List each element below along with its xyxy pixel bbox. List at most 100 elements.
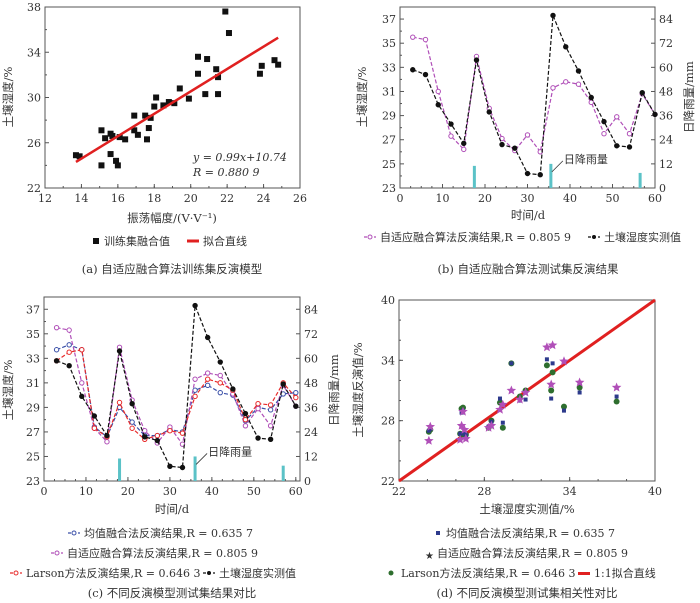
panel-b-ylabel: 土壤湿度/% — [355, 67, 369, 128]
legend-circle-marker-icon — [388, 570, 394, 576]
training-point — [225, 30, 232, 37]
larson-point — [560, 403, 567, 410]
y-tick-label: 26 — [27, 137, 41, 150]
series-point — [435, 88, 441, 95]
series-point — [242, 416, 249, 423]
panel-b-plot-area: 0 10 20 30 40 50 60 23 25 27 29 31 33 35 37 0 12 24 36 48 60… — [382, 6, 673, 205]
y2-tick-label: 24 — [659, 134, 673, 147]
series-point — [410, 67, 416, 73]
panel-c-ylabel: 土壤湿度/% — [1, 360, 15, 421]
legend-red-line-icon — [578, 572, 590, 575]
series-point — [267, 402, 274, 408]
series-point — [512, 145, 518, 151]
x-tick-label: 20 — [184, 192, 198, 205]
y2-tick-label: 84 — [659, 13, 673, 26]
x-tick-label: 20 — [121, 485, 135, 498]
series-point — [435, 102, 441, 108]
series-point — [204, 382, 211, 389]
series-point — [255, 405, 261, 412]
series-point — [91, 425, 98, 431]
series-point — [104, 439, 110, 445]
y-tick-label: 31 — [382, 85, 396, 98]
series-point — [79, 347, 85, 353]
series-point — [129, 425, 135, 431]
series-point — [217, 380, 223, 386]
training-point — [131, 112, 138, 119]
adaptive-fusion-point — [559, 356, 569, 366]
series-point — [154, 432, 161, 439]
y-tick-label: 34 — [381, 354, 395, 367]
series-point — [267, 407, 274, 413]
series-point — [53, 324, 60, 331]
x-tick-label: 16 — [111, 192, 125, 205]
training-point — [98, 162, 105, 169]
training-point — [165, 99, 172, 106]
series-point — [563, 79, 569, 85]
series-point — [79, 380, 85, 386]
series-point — [142, 434, 148, 440]
plot-frame — [399, 6, 656, 189]
larson-point — [499, 424, 506, 431]
series-point — [563, 44, 569, 50]
series-point — [601, 131, 607, 137]
y-tick-label: 33 — [26, 352, 40, 365]
series-point — [410, 34, 416, 40]
series-line — [56, 327, 297, 446]
adaptive-fusion-point — [456, 420, 467, 430]
series-point — [267, 423, 274, 429]
panel-d-legend-item-2: 自适应融合算法反演结果,R = 0.805 9 — [437, 546, 628, 560]
series-point — [267, 436, 274, 442]
training-point — [72, 152, 79, 159]
training-point — [185, 95, 192, 102]
x-tick-label: 24 — [257, 192, 271, 205]
legend-square-marker-icon — [93, 238, 99, 244]
plot-frame — [43, 296, 301, 482]
series-point — [499, 141, 505, 148]
adaptive-fusion-point — [515, 394, 525, 404]
training-point — [113, 157, 120, 164]
series-point — [652, 111, 658, 118]
series-point — [66, 327, 72, 333]
adaptive-fusion-point — [546, 379, 556, 389]
panel-d-ylabel: 土壤湿度反演值/% — [351, 342, 365, 437]
x-tick-label: 12 — [38, 192, 52, 205]
mean-fusion-point — [462, 431, 467, 436]
training-point — [116, 134, 123, 141]
training-point — [215, 74, 222, 81]
series-point — [293, 394, 299, 401]
adaptive-fusion-point — [574, 377, 585, 387]
x-tick-label: 50 — [606, 192, 620, 205]
x-tick-label: 18 — [147, 192, 161, 205]
legend-square-marker-icon — [436, 531, 440, 535]
panel-d-legend-item-4: 1:1拟合直线 — [594, 566, 656, 580]
legend-star-marker-icon: ★ — [425, 551, 434, 562]
training-point — [131, 127, 138, 134]
series-point — [486, 109, 492, 115]
panel-b-y2label: 日降雨量/mm — [682, 61, 696, 133]
training-point — [256, 70, 263, 77]
panel-c: 0 10 20 30 40 50 60 23 25 27 29 31 33 35 37 0 12 24 36 48 60… — [1, 296, 341, 600]
x-tick-label: 14 — [74, 192, 88, 205]
panel-d-plot-area: 22 28 34 40 22 28 34 40 — [381, 294, 662, 498]
series-point — [204, 334, 211, 341]
y-tick-label: 28 — [381, 415, 395, 428]
training-point — [76, 153, 83, 160]
adaptive-fusion-point — [542, 342, 552, 352]
y-tick-label: 25 — [382, 158, 396, 171]
y2-tick-label: 72 — [304, 328, 318, 341]
mean-fusion-point — [509, 361, 514, 366]
panel-a-equation: y = 0.99x+10.74 — [192, 151, 287, 164]
y-tick-label: 22 — [27, 182, 41, 195]
series-point — [192, 393, 198, 400]
larson-point — [576, 384, 583, 391]
series-point — [448, 121, 454, 127]
series-point — [53, 347, 60, 353]
series-point — [116, 348, 123, 354]
panel-b: 0 10 20 30 40 50 60 23 25 27 29 31 33 35 37 0 12 24 36 48 60… — [355, 6, 696, 276]
adaptive-fusion-point — [547, 340, 558, 350]
adaptive-fusion-point — [459, 424, 470, 434]
series-point — [142, 428, 148, 434]
training-point — [160, 102, 167, 109]
rainfall-bar — [472, 165, 476, 188]
